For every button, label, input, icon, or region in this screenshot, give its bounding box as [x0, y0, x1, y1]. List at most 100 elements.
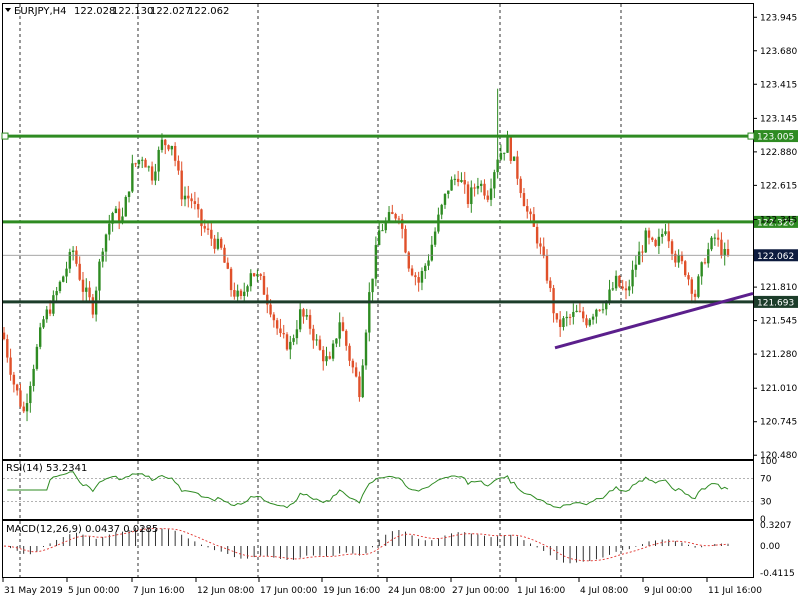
candle-body	[348, 345, 351, 361]
level-label-1: 122.326	[757, 218, 794, 228]
level-anchor-right	[747, 132, 755, 140]
chart-header-symbol: EURJPY,H4	[14, 6, 67, 17]
candle-body	[190, 198, 193, 202]
candle-body	[187, 195, 190, 199]
candle-body	[473, 187, 476, 189]
price-tick-label-7: 121.810	[760, 283, 797, 293]
candle-body	[292, 338, 295, 342]
candle-body	[621, 286, 624, 289]
candle-body	[203, 226, 206, 229]
vertical-gridlines	[19, 4, 622, 577]
candle-body	[226, 262, 229, 269]
candle-body	[193, 201, 197, 204]
candle-body	[456, 178, 460, 182]
candle-body	[144, 159, 147, 168]
time-tick-label-2: 7 Jun 16:00	[133, 586, 185, 596]
candle-body	[618, 275, 621, 287]
macd-signal-line	[3, 528, 729, 562]
level-tag-1	[754, 215, 798, 228]
candle-body	[65, 268, 68, 277]
candle-body	[315, 339, 318, 341]
chart-header-high: 122.130	[112, 6, 153, 17]
candle-body	[397, 218, 401, 220]
candle-body	[522, 193, 526, 207]
price-tick-label-1: 123.680	[760, 47, 797, 57]
rsi-axis: 100 70 30 0	[760, 457, 777, 525]
candle-body	[249, 273, 253, 287]
candle-body	[213, 238, 216, 249]
candle-body	[29, 385, 32, 404]
candle-body	[565, 316, 568, 319]
level-tag-2	[754, 295, 798, 308]
price-axis: 123.945 123.680 123.415 123.145 122.880 122.6…	[753, 13, 797, 461]
candle-body	[91, 297, 95, 315]
candle-body	[233, 290, 236, 297]
time-tick-label-0: 31 May 2019	[4, 586, 63, 596]
candle-body	[723, 248, 726, 256]
candle-body	[539, 243, 542, 247]
candle-body	[535, 226, 539, 244]
candle-body	[575, 310, 578, 312]
candle-body	[578, 310, 582, 312]
level-anchor-left	[1, 132, 9, 140]
support-trendline	[554, 291, 754, 350]
candle-body	[147, 166, 150, 168]
candle-body	[394, 214, 397, 219]
candle-body	[48, 309, 52, 314]
macd-axis-label-2: -0.4115	[760, 569, 795, 579]
rsi-group	[3, 471, 753, 509]
candle-body	[101, 251, 104, 262]
candle-body	[628, 286, 631, 291]
price-tick-label-12: 120.480	[760, 451, 797, 461]
candle-body	[134, 163, 137, 165]
candle-body	[466, 184, 470, 205]
chart-header-open: 122.028	[74, 6, 115, 17]
candle-body	[25, 403, 29, 412]
candle-body	[420, 271, 424, 283]
candle-body	[384, 221, 387, 231]
candle-body	[693, 293, 697, 297]
candle-body	[131, 163, 134, 192]
candle-body	[243, 291, 246, 297]
price-tick-label-6: 122.345	[760, 215, 797, 225]
time-tick-label-6: 24 Jun 08:00	[388, 586, 445, 596]
candle-body	[377, 230, 381, 246]
candle-body	[631, 269, 634, 287]
macd-axis-label-0: 0.3207	[760, 521, 792, 531]
candle-body	[246, 286, 249, 292]
candle-body	[601, 309, 605, 311]
candle-body	[545, 255, 549, 281]
time-tick-label-7: 27 Jun 00:00	[452, 586, 509, 596]
candle-body	[114, 208, 118, 214]
candle-body	[391, 212, 394, 215]
candle-body	[401, 219, 404, 229]
candle-body	[503, 152, 506, 154]
candle-body	[58, 281, 62, 292]
price-tick-label-2: 123.415	[760, 80, 797, 90]
candle-body	[137, 160, 141, 165]
candle-body	[713, 237, 717, 239]
candle-body	[611, 288, 615, 290]
candle-body	[150, 166, 154, 181]
candle-body	[252, 273, 256, 277]
candle-body	[279, 328, 282, 334]
price-tick-label-3: 123.145	[760, 114, 797, 124]
candle-body	[335, 338, 338, 344]
candle-body	[124, 196, 127, 217]
candle-body	[598, 309, 601, 311]
dropdown-triangle-icon[interactable]	[5, 8, 11, 12]
candle-body	[282, 333, 285, 335]
candle-body	[677, 254, 680, 263]
candle-body	[657, 236, 661, 246]
candle-body	[354, 367, 358, 377]
candle-body	[519, 178, 522, 194]
time-tick-label-11: 11 Jul 16:00	[708, 586, 762, 596]
candle-body	[160, 139, 164, 150]
candle-body	[312, 328, 315, 341]
candle-body	[440, 204, 443, 215]
candle-body	[111, 213, 114, 224]
price-tick-label-8: 121.545	[760, 317, 797, 327]
rsi-title: RSI(14) 53.2341	[6, 463, 87, 474]
candle-body	[670, 241, 674, 254]
